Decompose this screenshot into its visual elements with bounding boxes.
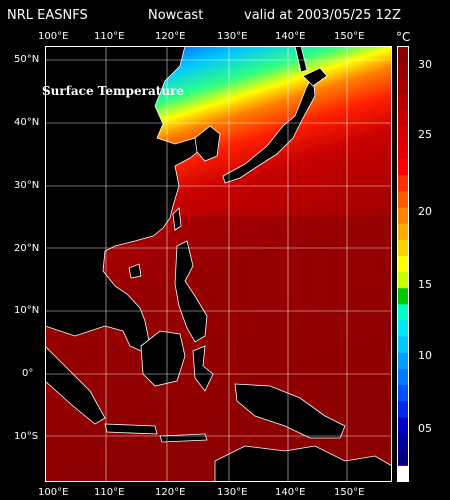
lat-label: 10°N	[14, 305, 40, 316]
lat-label: 50°N	[14, 54, 40, 65]
lon-label-top: 150°E	[334, 31, 365, 42]
colorbar-segment	[397, 62, 409, 79]
java	[104, 423, 158, 435]
colorbar-unit: °C	[396, 30, 411, 44]
colorbar-tick: 30	[418, 58, 432, 71]
hokkaido	[302, 67, 328, 87]
lat-label: 0°	[22, 368, 34, 379]
philippines	[174, 240, 208, 343]
colorbar-segment	[397, 352, 409, 370]
sst-map[interactable]	[45, 46, 392, 482]
lat-label: 20°N	[14, 243, 40, 254]
colorbar-segment	[397, 46, 409, 63]
colorbar-segment	[397, 465, 409, 482]
hainan	[128, 263, 142, 279]
australia	[214, 445, 392, 482]
lat-label: 10°S	[14, 431, 39, 442]
colorbar-segment	[397, 417, 409, 435]
colorbar-segment	[397, 449, 409, 467]
colorbar	[397, 46, 409, 482]
colorbar-tick: 15	[418, 278, 432, 291]
colorbar-segment	[397, 159, 409, 176]
korea	[194, 125, 221, 162]
land	[45, 46, 392, 482]
sakhalin	[294, 46, 308, 73]
colorbar-segment	[397, 191, 409, 208]
lon-label-bottom: 140°E	[275, 487, 306, 498]
lon-label-bottom: 120°E	[155, 487, 186, 498]
lon-label-top: 120°E	[155, 31, 186, 42]
header-source: NRL EASNFS	[7, 8, 88, 23]
colorbar-segment	[397, 142, 409, 160]
colorbar-segment	[397, 78, 409, 95]
lon-label-top: 140°E	[275, 31, 306, 42]
colorbar-segment	[397, 175, 409, 192]
lon-label-bottom: 150°E	[334, 487, 365, 498]
colorbar-segment	[397, 239, 409, 257]
colorbar-segment	[397, 336, 409, 354]
colorbar-segment	[397, 207, 409, 225]
taiwan	[172, 207, 182, 231]
japan	[222, 74, 316, 184]
colorbar-tick: 05	[418, 422, 432, 435]
lon-label-top: 100°E	[38, 31, 69, 42]
colorbar-segment	[397, 255, 409, 273]
lon-label-top: 130°E	[217, 31, 248, 42]
lon-label-bottom: 110°E	[94, 487, 125, 498]
lon-label-bottom: 130°E	[217, 487, 248, 498]
map-border	[45, 46, 392, 482]
new-guinea	[234, 383, 346, 439]
colorbar-segment	[397, 223, 409, 241]
colorbar-segment	[397, 110, 409, 128]
colorbar-border	[397, 46, 409, 482]
colorbar-tick: 20	[418, 205, 432, 218]
colorbar-tick: 25	[418, 128, 432, 141]
graticule	[45, 46, 392, 482]
colorbar-segment	[397, 368, 409, 386]
colorbar-segment	[397, 272, 409, 289]
colorbar-segment	[397, 126, 409, 144]
header-valid: valid at 2003/05/25 12Z	[244, 8, 401, 23]
colorbar-tick: 10	[418, 349, 432, 362]
colorbar-segment	[397, 320, 409, 338]
map-title: Surface Temperature	[42, 84, 185, 98]
colorbar-segment	[397, 401, 409, 418]
colorbar-segment	[397, 385, 409, 402]
colorbar-segment	[397, 288, 409, 305]
colorbar-segment	[397, 433, 409, 451]
header-product: Nowcast	[148, 8, 204, 23]
asia-mainland	[45, 46, 206, 352]
lat-label: 40°N	[14, 117, 40, 128]
lat-label: 30°N	[14, 180, 40, 191]
lon-label-top: 110°E	[94, 31, 125, 42]
lon-label-bottom: 100°E	[38, 487, 69, 498]
colorbar-segment	[397, 94, 409, 112]
colorbar-segment	[397, 304, 409, 322]
borneo	[140, 330, 186, 387]
sumatra	[45, 345, 106, 425]
